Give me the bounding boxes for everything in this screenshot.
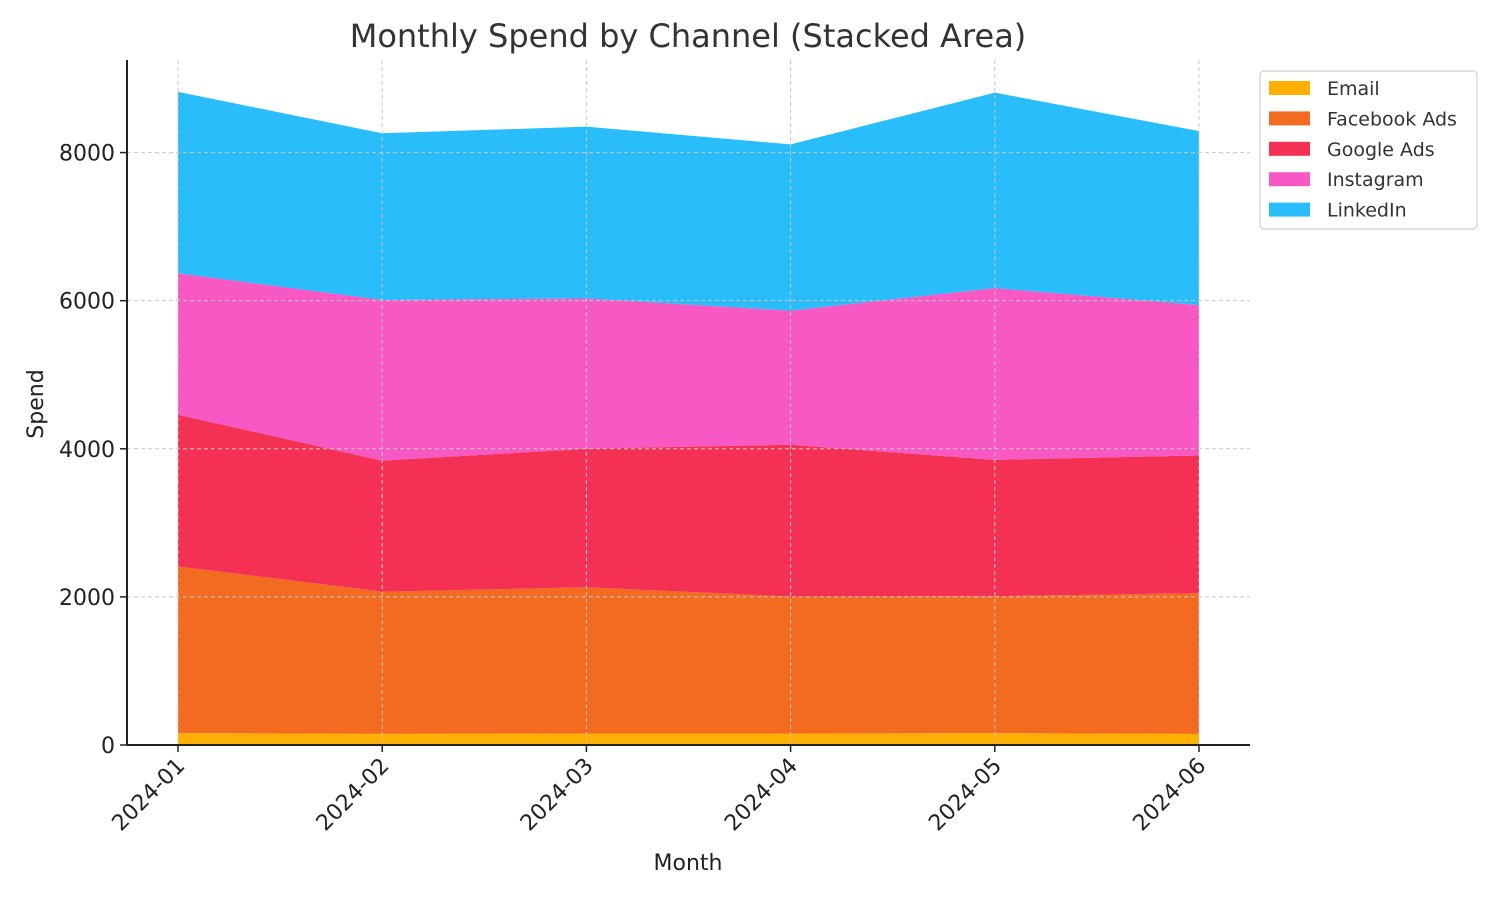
area-series-google-ads — [178, 414, 1199, 597]
x-tick-label: 2024-05 — [924, 754, 1007, 837]
legend-label: Email — [1327, 78, 1380, 100]
area-series-facebook-ads — [178, 566, 1199, 734]
x-tick-label: 2024-02 — [312, 754, 395, 837]
y-axis-label: Spend — [24, 369, 49, 438]
y-tick-label: 2000 — [59, 586, 115, 611]
x-tick-label: 2024-04 — [720, 754, 803, 837]
legend-label: Instagram — [1327, 169, 1424, 191]
area-series-linkedin — [178, 91, 1199, 311]
x-tick-label: 2024-06 — [1129, 754, 1212, 837]
y-tick-label: 6000 — [59, 290, 115, 315]
legend-label: Google Ads — [1327, 139, 1435, 161]
area-series-email — [178, 733, 1199, 745]
y-tick-label: 4000 — [59, 438, 115, 463]
legend-label: Facebook Ads — [1327, 108, 1457, 130]
y-tick-label: 0 — [101, 734, 115, 759]
legend-box — [1259, 70, 1478, 230]
legend-swatch — [1269, 141, 1310, 156]
x-tick-label: 2024-03 — [516, 754, 599, 837]
grid-layer — [127, 60, 1250, 745]
y-tick-label: 8000 — [59, 142, 115, 167]
legend-swatch — [1269, 202, 1310, 217]
area-layer — [178, 91, 1199, 745]
legend-swatch — [1269, 172, 1310, 187]
x-tick-label: 2024-01 — [108, 754, 191, 837]
chart-title: Monthly Spend by Channel (Stacked Area) — [350, 17, 1027, 55]
x-axis-label: Month — [654, 851, 723, 876]
area-series-instagram — [178, 273, 1199, 461]
legend: Email Facebook Ads Google Ads Instagram Link… — [1259, 70, 1478, 230]
legend-label: LinkedIn — [1327, 200, 1407, 222]
legend-swatch — [1269, 111, 1310, 126]
legend-swatch — [1269, 81, 1310, 95]
